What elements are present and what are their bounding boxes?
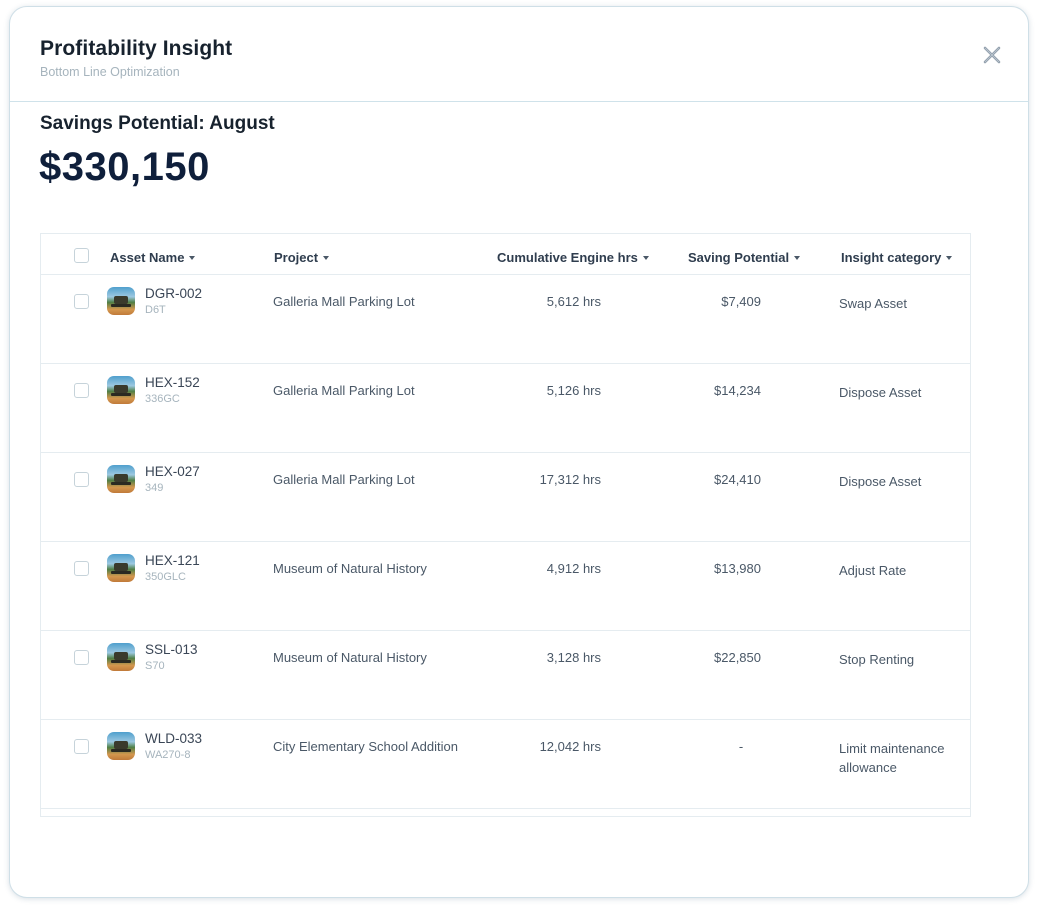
saving-cell: $22,850 xyxy=(714,650,761,665)
asset-model: 350GLC xyxy=(145,571,186,583)
asset-name[interactable]: DGR-002 xyxy=(145,286,203,301)
column-header-label: Cumulative Engine hrs xyxy=(497,250,638,265)
column-header-asset-name[interactable]: Asset Name xyxy=(110,250,196,265)
row-checkbox[interactable] xyxy=(74,383,89,398)
modal-header: Profitability Insight Bottom Line Optimi… xyxy=(10,7,1028,102)
equipment-thumbnail xyxy=(107,376,135,404)
profitability-insight-modal: Profitability Insight Bottom Line Optimi… xyxy=(9,6,1029,898)
saving-cell: $14,234 xyxy=(714,383,761,398)
column-header-label: Saving Potential xyxy=(688,250,790,265)
asset-name[interactable]: SSL-013 xyxy=(145,642,198,657)
saving-cell: $24,410 xyxy=(714,472,761,487)
table-row[interactable]: WLD-033 WA270-8 City Elementary School A… xyxy=(41,720,970,809)
equipment-thumbnail xyxy=(107,732,135,760)
hours-cell: 5,612 hrs xyxy=(546,294,601,309)
project-cell: Museum of Natural History xyxy=(273,650,427,665)
category-cell: Dispose Asset xyxy=(839,474,922,489)
saving-cell: $13,980 xyxy=(714,561,761,576)
asset-model: WA270-8 xyxy=(145,749,191,761)
savings-label: Savings Potential: August xyxy=(40,113,275,134)
table-row[interactable]: HEX-121 350GLC Museum of Natural History… xyxy=(41,542,970,631)
row-checkbox[interactable] xyxy=(74,294,89,309)
column-header-project[interactable]: Project xyxy=(274,250,330,265)
hours-cell: 5,126 hrs xyxy=(546,383,601,398)
caret-down-icon xyxy=(642,255,649,260)
close-button[interactable] xyxy=(980,43,1004,67)
project-cell: Museum of Natural History xyxy=(273,561,427,576)
insight-table: Asset Name Project Cumulative Engine hrs… xyxy=(40,233,971,817)
table-row[interactable]: HEX-152 336GC Galleria Mall Parking Lot … xyxy=(41,364,970,453)
row-checkbox[interactable] xyxy=(74,650,89,665)
row-checkbox[interactable] xyxy=(74,739,89,754)
caret-down-icon xyxy=(323,255,330,260)
column-header-label: Insight category xyxy=(841,250,942,265)
category-cell: Dispose Asset xyxy=(839,385,922,400)
project-cell: Galleria Mall Parking Lot xyxy=(273,472,415,487)
savings-value: $330,150 xyxy=(39,145,210,189)
row-checkbox[interactable] xyxy=(74,472,89,487)
project-cell: Galleria Mall Parking Lot xyxy=(273,383,415,398)
asset-model: 336GC xyxy=(145,393,180,405)
caret-down-icon xyxy=(946,255,953,260)
table-row[interactable]: SSL-013 S70 Museum of Natural History 3,… xyxy=(41,631,970,720)
table-row[interactable]: DGR-002 D6T Galleria Mall Parking Lot 5,… xyxy=(41,275,970,364)
modal-subtitle: Bottom Line Optimization xyxy=(40,65,180,79)
modal-title: Profitability Insight xyxy=(40,37,233,60)
saving-cell: $7,409 xyxy=(721,294,761,309)
hours-cell: 4,912 hrs xyxy=(546,561,601,576)
column-header-category[interactable]: Insight category xyxy=(841,250,953,265)
saving-cell: - xyxy=(738,739,744,754)
hours-cell: 3,128 hrs xyxy=(546,650,601,665)
hours-cell: 17,312 hrs xyxy=(539,472,601,487)
category-cell: Swap Asset xyxy=(839,296,907,311)
column-header-saving[interactable]: Saving Potential xyxy=(688,250,801,265)
project-cell: Galleria Mall Parking Lot xyxy=(273,294,415,309)
asset-model: 349 xyxy=(145,482,164,494)
category-cell: Stop Renting xyxy=(839,652,915,667)
category-cell: Limit maintenance allowance xyxy=(839,741,945,775)
equipment-thumbnail xyxy=(107,554,135,582)
equipment-thumbnail xyxy=(107,465,135,493)
equipment-thumbnail xyxy=(107,287,135,315)
column-header-label: Project xyxy=(274,250,319,265)
row-checkbox[interactable] xyxy=(74,561,89,576)
select-all-checkbox[interactable] xyxy=(74,248,89,263)
asset-name[interactable]: HEX-121 xyxy=(145,553,200,568)
asset-name[interactable]: HEX-152 xyxy=(145,375,200,390)
asset-model: D6T xyxy=(145,304,166,316)
close-icon xyxy=(983,46,1001,64)
table-header: Asset Name Project Cumulative Engine hrs… xyxy=(41,234,970,275)
asset-name[interactable]: WLD-033 xyxy=(145,731,203,746)
category-cell: Adjust Rate xyxy=(839,563,907,578)
equipment-thumbnail xyxy=(107,643,135,671)
asset-model: S70 xyxy=(145,660,165,672)
caret-down-icon xyxy=(794,255,801,260)
column-header-hours[interactable]: Cumulative Engine hrs xyxy=(497,250,649,265)
hours-cell: 12,042 hrs xyxy=(539,739,601,754)
column-header-label: Asset Name xyxy=(110,250,185,265)
asset-name[interactable]: HEX-027 xyxy=(145,464,200,479)
table-row[interactable]: HEX-027 349 Galleria Mall Parking Lot 17… xyxy=(41,453,970,542)
caret-down-icon xyxy=(189,255,196,260)
project-cell: City Elementary School Addition xyxy=(273,739,458,754)
